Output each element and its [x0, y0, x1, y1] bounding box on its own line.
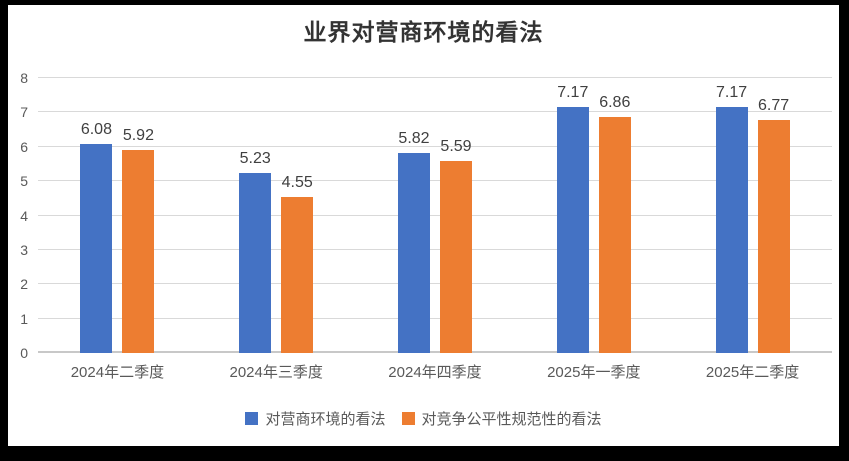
x-tick-label: 2024年二季度 — [70, 364, 165, 381]
bar-group: 6.08 5.92 — [38, 78, 197, 353]
bar-group: 5.23 4.55 — [197, 78, 356, 353]
y-tick-label: 5 — [20, 173, 28, 190]
gridline — [38, 317, 832, 319]
data-label: 5.92 — [122, 126, 154, 144]
legend-swatch-icon — [401, 412, 415, 425]
data-label: 5.23 — [239, 150, 271, 168]
data-label: 7.17 — [557, 83, 589, 101]
bar-group: 7.17 6.77 — [673, 78, 832, 353]
y-tick-label: 8 — [20, 70, 28, 86]
chart-frame: 业界对营商环境的看法 0 1 2 3 4 5 6 7 8 6.08 5.92 5.23 4.55 5.8… — [8, 5, 839, 446]
data-label: 6.08 — [80, 121, 112, 138]
bar-2024年二季度-对营商环境的看法[interactable]: 6.08 — [80, 121, 113, 353]
legend-item[interactable]: 对竞争公平性规范性的看法 — [401, 408, 602, 429]
legend: 对营商环境的看法 对竞争公平性规范性的看法 — [8, 408, 839, 429]
data-label: 6.86 — [599, 94, 631, 112]
y-tick-label: 4 — [20, 207, 28, 224]
x-axis-line — [38, 351, 832, 353]
gridline — [38, 111, 832, 113]
y-tick-label: 1 — [20, 310, 28, 327]
bar-group: 5.82 5.59 — [356, 78, 515, 353]
bar-2025年二季度-对竞争公平性规范性的看法[interactable]: 6.77 — [757, 97, 790, 353]
bar-2024年三季度-对营商环境的看法[interactable]: 5.23 — [239, 150, 272, 353]
y-tick-label: 0 — [20, 345, 28, 361]
bar-groups: 6.08 5.92 5.23 4.55 5.82 5.59 7.17 6.86 7.17 6.77 — [38, 78, 832, 353]
gridline — [38, 77, 832, 78]
data-label: 4.55 — [281, 173, 313, 191]
data-label: 5.59 — [440, 137, 472, 155]
y-tick-label: 3 — [20, 241, 28, 258]
y-tick-label: 2 — [20, 276, 28, 293]
x-tick-label: 2024年三季度 — [229, 364, 323, 381]
x-tick-label: 2025年一季度 — [547, 364, 641, 381]
data-label: 7.17 — [716, 83, 748, 101]
bar-2025年二季度-对营商环境的看法[interactable]: 7.17 — [715, 84, 748, 353]
bar-2024年四季度-对竞争公平性规范性的看法[interactable]: 5.59 — [439, 138, 472, 353]
gridline — [38, 145, 832, 147]
y-tick-label: 6 — [20, 138, 28, 155]
data-label: 6.77 — [758, 97, 790, 115]
gridline — [38, 283, 832, 285]
x-tick-label: 2025年二季度 — [705, 364, 800, 381]
legend-label: 对营商环境的看法 — [265, 411, 386, 428]
bar-2025年一季度-对营商环境的看法[interactable]: 7.17 — [556, 84, 589, 353]
bar-2024年三季度-对竞争公平性规范性的看法[interactable]: 4.55 — [281, 174, 314, 353]
bar-group: 7.17 6.86 — [514, 78, 673, 353]
x-axis-labels: 2024年二季度 2024年三季度 2024年四季度 2025年一季度 2025年二季度 — [38, 361, 832, 382]
bar-2024年四季度-对营商环境的看法[interactable]: 5.82 — [397, 130, 430, 353]
x-tick-label: 2024年四季度 — [388, 364, 482, 381]
gridline — [38, 180, 832, 182]
bar-2024年二季度-对竞争公平性规范性的看法[interactable]: 5.92 — [122, 127, 155, 353]
legend-swatch-icon — [245, 412, 259, 425]
chart-title: 业界对营商环境的看法 — [303, 20, 544, 45]
y-tick-label: 7 — [20, 104, 28, 121]
data-label: 5.82 — [398, 129, 430, 147]
bar-2025年一季度-对竞争公平性规范性的看法[interactable]: 6.86 — [598, 94, 631, 353]
legend-label: 对竞争公平性规范性的看法 — [421, 411, 602, 428]
legend-item[interactable]: 对营商环境的看法 — [245, 408, 386, 429]
y-axis-labels: 0 1 2 3 4 5 6 7 8 — [8, 71, 32, 360]
plot-area: 6.08 5.92 5.23 4.55 5.82 5.59 7.17 6.86 7.17 6.77 — [38, 77, 832, 353]
gridlines — [38, 77, 832, 353]
gridline — [38, 214, 832, 216]
gridline — [38, 248, 832, 250]
